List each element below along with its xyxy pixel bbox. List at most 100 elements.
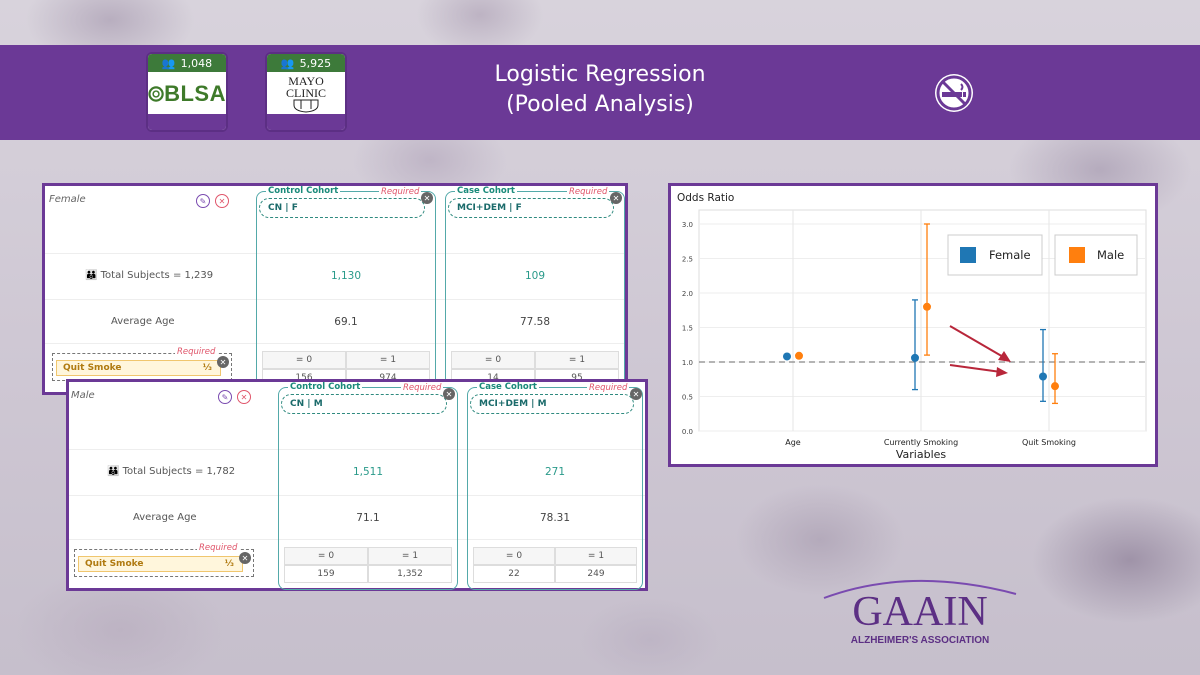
data-point-female (1039, 372, 1047, 381)
users-icon: 👥 (161, 56, 176, 70)
average-age-label: Average Age (111, 316, 175, 327)
dataset-badge-blsa[interactable]: 👥 1,048 BLSA (146, 52, 228, 132)
badge-footer (148, 114, 226, 130)
y-tick-label: 1.5 (682, 325, 693, 333)
control-age: 71.1 (356, 512, 380, 524)
y-tick-label: 1.0 (682, 359, 693, 367)
remove-button[interactable]: ✕ (215, 194, 229, 208)
control-cohort-column (278, 387, 458, 590)
page-title: Logistic Regression (Pooled Analysis) (494, 62, 706, 117)
remove-cohort-button[interactable]: ✕ (630, 388, 642, 400)
remove-variable-button[interactable]: ✕ (239, 552, 251, 564)
remove-button[interactable]: ✕ (237, 390, 251, 404)
value-header: = 0 (473, 547, 555, 565)
annotation-arrow (949, 325, 1011, 362)
average-age-label: Average Age (133, 512, 197, 523)
gaain-wordmark: GAAIN (852, 589, 987, 635)
annotation-arrow (949, 364, 1008, 377)
control-cohort-title: Control Cohort (266, 186, 341, 196)
mayo-logo: MAYO CLINIC (267, 72, 345, 116)
control-age: 69.1 (334, 316, 358, 328)
required-tag: Required (567, 187, 610, 197)
blsa-logo: BLSA (148, 72, 226, 116)
count-cell: 249 (555, 565, 637, 583)
value-header: = 1 (555, 547, 637, 565)
total-subjects: 👪 Total Subjects = 1,239 (85, 270, 214, 281)
y-tick-label: 2.0 (682, 290, 693, 298)
edit-button[interactable]: ✎ (218, 390, 232, 404)
legend-swatch-female (960, 247, 976, 263)
people-icon: 👪 (107, 466, 120, 477)
case-age: 77.58 (519, 316, 551, 328)
mayo-shield-icon (293, 99, 319, 113)
group-label: Female (49, 194, 86, 205)
x-axis-label: Variables (896, 448, 947, 461)
badge-footer (267, 114, 345, 130)
data-point-female (911, 353, 919, 362)
count-cell: 1,352 (368, 565, 452, 583)
divider (69, 539, 645, 540)
legend-box-male (1054, 234, 1138, 276)
case-cohort-selector[interactable]: MCI+DEM | F (448, 198, 614, 218)
edit-button[interactable]: ✎ (196, 194, 210, 208)
value-header: = 1 (535, 351, 619, 369)
blsa-mark-icon (148, 86, 164, 102)
gaain-logo: GAAIN ALZHEIMER'S ASSOCIATION (820, 572, 1020, 652)
case-total: 109 (524, 270, 546, 282)
dataset-count: 👥 5,925 (267, 54, 345, 72)
required-tag: Required (587, 383, 630, 393)
data-point-male (1051, 382, 1059, 391)
y-tick-label: 3.0 (682, 221, 693, 229)
group-label: Male (71, 390, 95, 401)
remove-variable-button[interactable]: ✕ (217, 356, 229, 368)
quit-smoke-variable[interactable]: Quit Smoke ⅓ (78, 556, 243, 572)
no-smoking-icon (935, 74, 973, 112)
value-header: = 0 (451, 351, 535, 369)
y-tick-label: 0.0 (682, 428, 693, 436)
male-cohort-panel: Male ✎ ✕ 👪 Total Subjects = 1,782 Averag… (66, 379, 648, 591)
value-header: = 0 (284, 547, 368, 565)
x-tick-label: Quit Smoking (1022, 438, 1076, 447)
y-tick-label: 2.5 (682, 256, 693, 264)
required-tag: Required (175, 347, 218, 357)
remove-cohort-button[interactable]: ✕ (610, 192, 622, 204)
control-cohort-selector[interactable]: CN | M (281, 394, 447, 414)
users-icon: 👥 (280, 56, 295, 70)
odds-ratio-chart-panel: Odds Ratio 0.0 0.5 1.0 1.5 2.0 2.5 3.0 Age Curre… (668, 183, 1158, 467)
gaain-logo-graphic: GAAIN ALZHEIMER'S ASSOCIATION (823, 579, 1017, 646)
control-total: 1,130 (330, 270, 362, 282)
divider (45, 343, 625, 344)
value-header: = 1 (368, 547, 452, 565)
value-header: = 0 (262, 351, 346, 369)
chart-title: Odds Ratio (677, 192, 734, 204)
required-tag: Required (197, 543, 240, 553)
divider (69, 495, 645, 496)
female-cohort-panel: Female ✎ ✕ 👪 Total Subjects = 1,239 Aver… (42, 183, 628, 396)
total-subjects: 👪 Total Subjects = 1,782 (107, 466, 236, 477)
case-cohort-title: Case Cohort (455, 186, 517, 196)
value-header: = 1 (346, 351, 430, 369)
data-point-male (795, 351, 803, 360)
remove-cohort-button[interactable]: ✕ (421, 192, 433, 204)
data-point-male (923, 302, 931, 311)
required-tag: Required (379, 187, 422, 197)
dataset-badge-mayo[interactable]: 👥 5,925 MAYO CLINIC (265, 52, 347, 132)
case-age: 78.31 (539, 512, 571, 524)
case-cohort-title: Case Cohort (477, 382, 539, 392)
x-tick-label: Currently Smoking (884, 438, 958, 447)
quit-smoke-variable[interactable]: Quit Smoke ⅓ (56, 360, 221, 376)
divider (45, 253, 625, 254)
case-cohort-selector[interactable]: MCI+DEM | M (470, 394, 634, 414)
legend-label-male: Male (1097, 248, 1124, 262)
dataset-count: 👥 1,048 (148, 54, 226, 72)
remove-cohort-button[interactable]: ✕ (443, 388, 455, 400)
control-total: 1,511 (352, 466, 384, 478)
legend-swatch-male (1069, 247, 1085, 263)
count-cell: 159 (284, 565, 368, 583)
odds-ratio-chart: Odds Ratio 0.0 0.5 1.0 1.5 2.0 2.5 3.0 Age Curre… (677, 192, 1147, 461)
control-cohort-selector[interactable]: CN | F (259, 198, 425, 218)
case-cohort-column (467, 387, 643, 590)
legend-label-female: Female (989, 248, 1031, 262)
case-total: 271 (544, 466, 566, 478)
count-cell: 22 (473, 565, 555, 583)
